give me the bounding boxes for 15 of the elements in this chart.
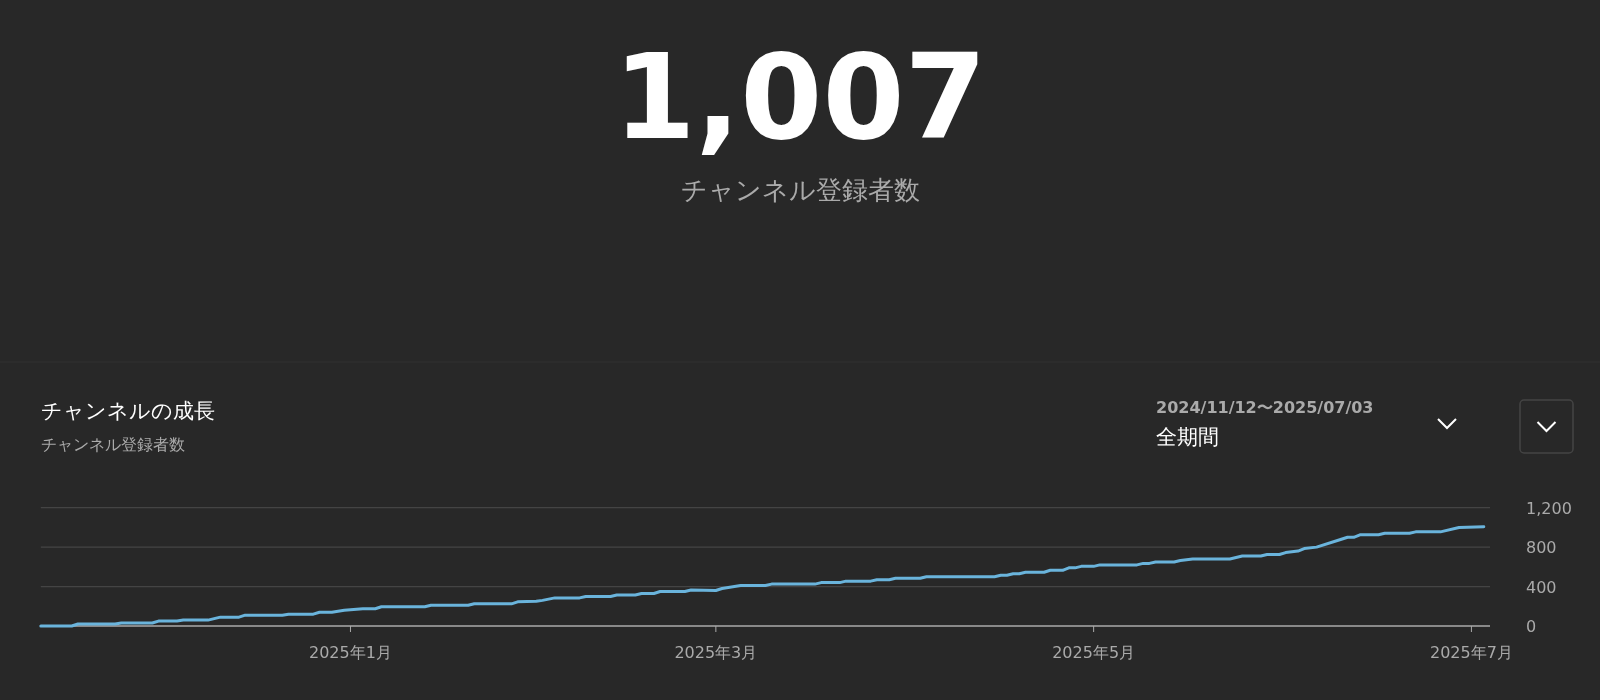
y-tick-label: 400 xyxy=(1526,577,1557,597)
x-tick-label: 2025年3月 xyxy=(674,643,758,662)
text: 1,007 xyxy=(613,28,987,166)
line-series xyxy=(39,525,1486,628)
text: チャンネル登録者数 xyxy=(680,175,920,205)
text: 2024/11/12〜2025/07/03 xyxy=(1156,398,1374,417)
x-tick-label: 2025年7月 xyxy=(1429,643,1513,662)
y-tick-label: 800 xyxy=(1526,538,1557,558)
y-tick-label: 1,200 xyxy=(1526,498,1572,518)
x-tick-label: 2025年5月 xyxy=(1052,643,1136,662)
x-tick-label: 2025年1月 xyxy=(309,643,392,662)
y-tick-label: 0 xyxy=(1526,617,1537,636)
chart-subtitle: チャンネル登録者数 xyxy=(41,435,185,454)
chart-title: チャンネルの成長 xyxy=(41,399,215,423)
text: 全期間 xyxy=(1156,425,1219,449)
